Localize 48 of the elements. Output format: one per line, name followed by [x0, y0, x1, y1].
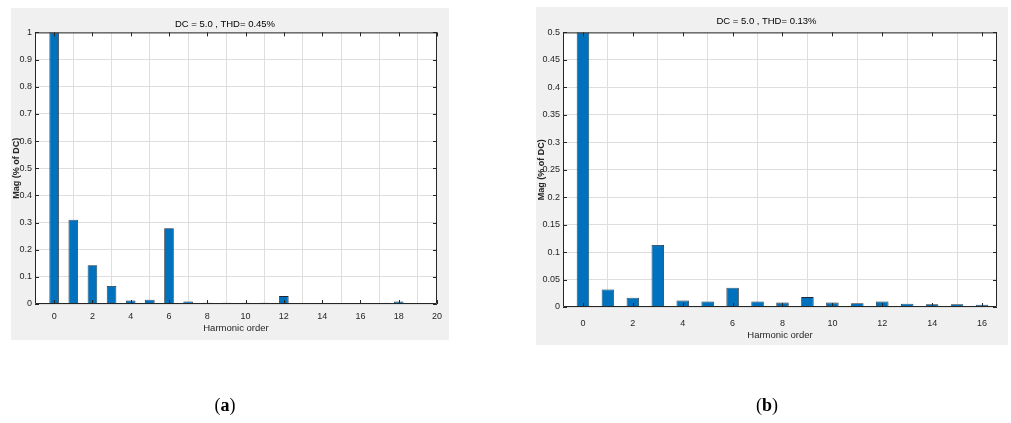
y-tick-label: 0.2 [547, 191, 560, 202]
x-tick-label: 16 [977, 317, 988, 328]
x-axis-title: Harmonic order [203, 321, 269, 333]
x-tick-label: 10 [240, 310, 251, 321]
x-tick-label: 18 [393, 310, 404, 321]
x-tick-label: 10 [827, 317, 838, 328]
x-tick-label: 0 [580, 317, 586, 328]
x-tick-label: 12 [877, 317, 888, 328]
y-axis-title: Mag (% of DC) [10, 137, 21, 199]
y-tick-label: 0 [26, 298, 32, 309]
chart-title: DC = 5.0 , THD= 0.13% [716, 15, 818, 27]
chart-title: DC = 5.0 , THD= 0.45% [174, 18, 276, 30]
x-tick-label: 6 [166, 310, 172, 321]
y-tick-label: 0.35 [542, 109, 560, 120]
y-tick-label: 0.4 [547, 81, 560, 92]
y-tick-label: 0.3 [547, 136, 560, 147]
text: (b) [755, 395, 779, 416]
y-tick-label: 0.15 [542, 219, 560, 230]
x-tick-label: 16 [355, 310, 366, 321]
y-tick-label: 0.7 [19, 108, 32, 119]
y-tick-label: 0.1 [19, 271, 32, 282]
x-tick-label: 2 [630, 317, 636, 328]
y-tick-label: 0.05 [542, 274, 560, 285]
y-tick-label: 0.6 [19, 135, 32, 146]
x-tick-label: 14 [317, 310, 328, 321]
x-tick-label: 8 [204, 310, 210, 321]
x-tick-label: 2 [89, 310, 95, 321]
x-tick-label: 12 [278, 310, 289, 321]
y-tick-label: 0.9 [19, 54, 32, 65]
y-tick-label: 0.45 [542, 54, 560, 65]
x-tick-label: 4 [128, 310, 134, 321]
y-tick-label: 0 [554, 301, 560, 312]
x-tick-label: 14 [927, 317, 938, 328]
y-tick-label: 0.3 [19, 217, 32, 227]
y-tick-label: 0.5 [547, 26, 560, 37]
y-tick-label: 0.1 [547, 246, 560, 257]
text: (a) [214, 395, 236, 416]
x-tick-label: 0 [51, 310, 57, 321]
x-tick-label: 8 [779, 317, 785, 328]
y-tick-label: 0.4 [19, 189, 32, 200]
y-tick-label: 1 [26, 26, 32, 37]
x-tick-label: 6 [730, 317, 736, 328]
x-tick-label: 4 [680, 317, 686, 328]
y-tick-label: 0.2 [19, 244, 32, 255]
x-axis-title: Harmonic order [747, 328, 813, 340]
y-tick-label: 0.5 [19, 162, 32, 173]
y-tick-label: 0.8 [19, 81, 32, 92]
x-tick-label: 20 [431, 310, 442, 321]
